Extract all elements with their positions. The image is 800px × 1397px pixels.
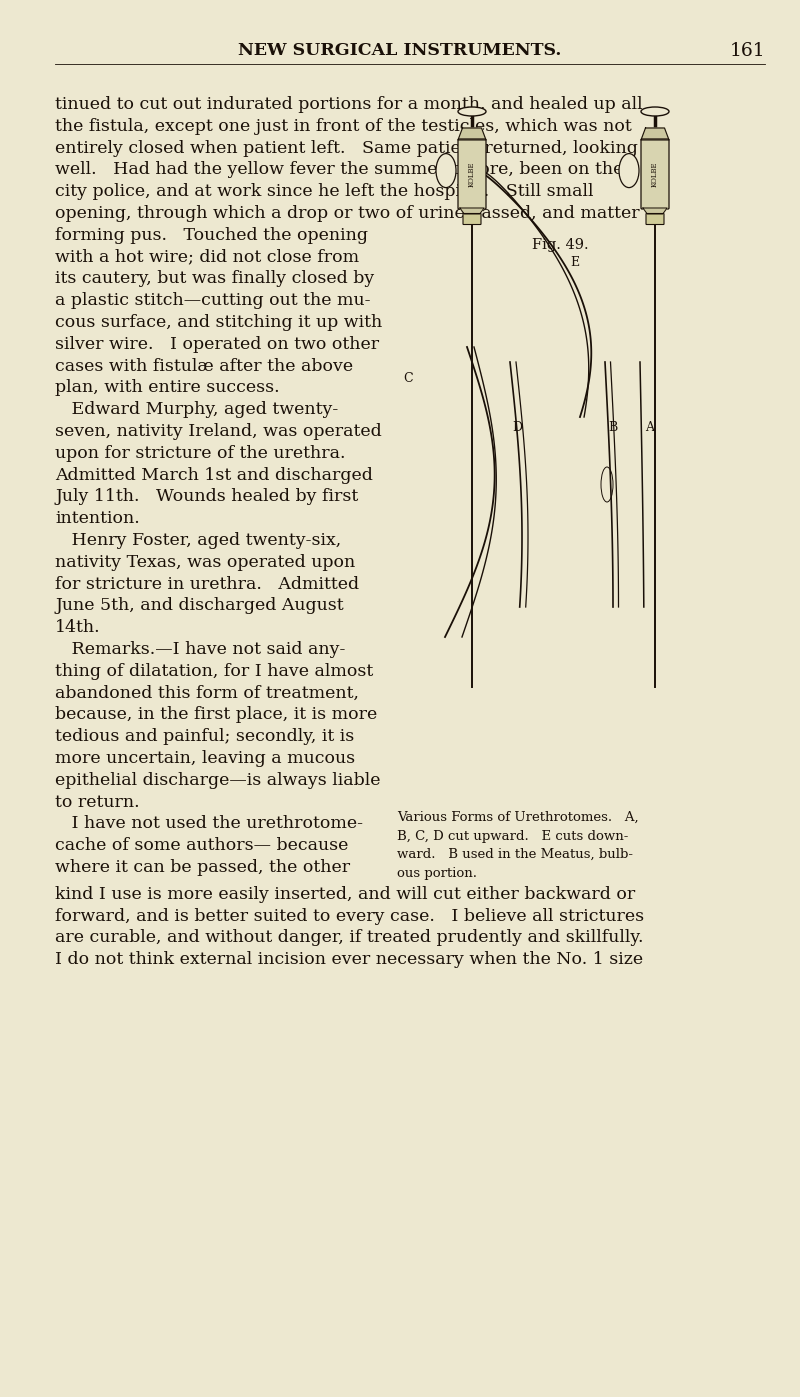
Text: June 5th, and discharged August: June 5th, and discharged August bbox=[55, 598, 344, 615]
Text: Remarks.—I have not said any-: Remarks.—I have not said any- bbox=[55, 641, 346, 658]
Text: Henry Foster, aged twenty-six,: Henry Foster, aged twenty-six, bbox=[55, 532, 342, 549]
Text: A: A bbox=[645, 420, 654, 433]
Text: I have not used the urethrotome-: I have not used the urethrotome- bbox=[55, 816, 363, 833]
Text: I do not think external incision ever necessary when the No. 1 size: I do not think external incision ever ne… bbox=[55, 951, 643, 968]
Text: B: B bbox=[608, 420, 618, 433]
Text: with a hot wire; did not close from: with a hot wire; did not close from bbox=[55, 249, 359, 265]
Text: its cautery, but was finally closed by: its cautery, but was finally closed by bbox=[55, 271, 374, 288]
FancyBboxPatch shape bbox=[458, 138, 486, 210]
Text: opening, through which a drop or two of urine passed, and matter: opening, through which a drop or two of … bbox=[55, 205, 640, 222]
Text: city police, and at work since he left the hospital.   Still small: city police, and at work since he left t… bbox=[55, 183, 594, 200]
Text: 14th.: 14th. bbox=[55, 619, 101, 636]
Polygon shape bbox=[460, 208, 484, 214]
Text: ous portion.: ous portion. bbox=[397, 866, 477, 880]
Polygon shape bbox=[458, 129, 486, 140]
Text: E: E bbox=[570, 256, 579, 268]
Text: cases with fistulæ after the above: cases with fistulæ after the above bbox=[55, 358, 353, 374]
Ellipse shape bbox=[619, 154, 639, 187]
Text: abandoned this form of treatment,: abandoned this form of treatment, bbox=[55, 685, 359, 701]
Text: forward, and is better suited to every case.   I believe all strictures: forward, and is better suited to every c… bbox=[55, 908, 644, 925]
Text: epithelial discharge—is always liable: epithelial discharge—is always liable bbox=[55, 771, 381, 789]
Text: tedious and painful; secondly, it is: tedious and painful; secondly, it is bbox=[55, 728, 354, 745]
FancyBboxPatch shape bbox=[463, 214, 481, 225]
Ellipse shape bbox=[458, 108, 486, 116]
Ellipse shape bbox=[641, 108, 669, 116]
Text: KOLBE: KOLBE bbox=[651, 161, 659, 187]
Text: cache of some authors— because: cache of some authors— because bbox=[55, 837, 348, 854]
Text: Admitted March 1st and discharged: Admitted March 1st and discharged bbox=[55, 467, 373, 483]
Polygon shape bbox=[641, 129, 669, 140]
Text: ward.   B used in the Meatus, bulb-: ward. B used in the Meatus, bulb- bbox=[397, 848, 633, 861]
Polygon shape bbox=[643, 208, 667, 214]
Text: D: D bbox=[512, 420, 522, 433]
Text: KOLBE: KOLBE bbox=[468, 161, 476, 187]
Text: are curable, and without danger, if treated prudently and skillfully.: are curable, and without danger, if trea… bbox=[55, 929, 643, 946]
Text: upon for stricture of the urethra.: upon for stricture of the urethra. bbox=[55, 444, 346, 462]
Text: Various Forms of Urethrotomes.   A,: Various Forms of Urethrotomes. A, bbox=[397, 812, 638, 824]
Text: cous surface, and stitching it up with: cous surface, and stitching it up with bbox=[55, 314, 382, 331]
FancyBboxPatch shape bbox=[646, 214, 664, 225]
Text: Fig. 49.: Fig. 49. bbox=[532, 237, 588, 251]
Text: thing of dilatation, for I have almost: thing of dilatation, for I have almost bbox=[55, 662, 374, 680]
Text: tinued to cut out indurated portions for a month, and healed up all: tinued to cut out indurated portions for… bbox=[55, 96, 642, 113]
Text: NEW SURGICAL INSTRUMENTS.: NEW SURGICAL INSTRUMENTS. bbox=[238, 42, 562, 59]
Text: entirely closed when patient left.   Same patient returned, looking: entirely closed when patient left. Same … bbox=[55, 140, 638, 156]
Text: C: C bbox=[403, 372, 413, 386]
Text: silver wire.   I operated on two other: silver wire. I operated on two other bbox=[55, 335, 379, 353]
FancyBboxPatch shape bbox=[641, 138, 669, 210]
Text: July 11th.   Wounds healed by first: July 11th. Wounds healed by first bbox=[55, 489, 358, 506]
Text: nativity Texas, was operated upon: nativity Texas, was operated upon bbox=[55, 553, 355, 571]
Ellipse shape bbox=[436, 154, 456, 187]
Text: forming pus.   Touched the opening: forming pus. Touched the opening bbox=[55, 226, 368, 244]
Text: a plastic stitch—cutting out the mu-: a plastic stitch—cutting out the mu- bbox=[55, 292, 370, 309]
Text: for stricture in urethra.   Admitted: for stricture in urethra. Admitted bbox=[55, 576, 359, 592]
Text: well.   Had had the yellow fever the summer before, been on the: well. Had had the yellow fever the summe… bbox=[55, 162, 623, 179]
Text: to return.: to return. bbox=[55, 793, 140, 810]
Text: plan, with entire success.: plan, with entire success. bbox=[55, 380, 280, 397]
Text: where it can be passed, the other: where it can be passed, the other bbox=[55, 859, 350, 876]
Text: more uncertain, leaving a mucous: more uncertain, leaving a mucous bbox=[55, 750, 355, 767]
Text: Edward Murphy, aged twenty-: Edward Murphy, aged twenty- bbox=[55, 401, 338, 418]
Text: intention.: intention. bbox=[55, 510, 140, 527]
Text: the fistula, except one just in front of the testicles, which was not: the fistula, except one just in front of… bbox=[55, 117, 632, 134]
Text: kind I use is more easily inserted, and will cut either backward or: kind I use is more easily inserted, and … bbox=[55, 886, 635, 902]
Text: B, C, D cut upward.   E cuts down-: B, C, D cut upward. E cuts down- bbox=[397, 830, 628, 842]
Text: seven, nativity Ireland, was operated: seven, nativity Ireland, was operated bbox=[55, 423, 382, 440]
Text: because, in the first place, it is more: because, in the first place, it is more bbox=[55, 707, 378, 724]
Text: 161: 161 bbox=[730, 42, 765, 60]
